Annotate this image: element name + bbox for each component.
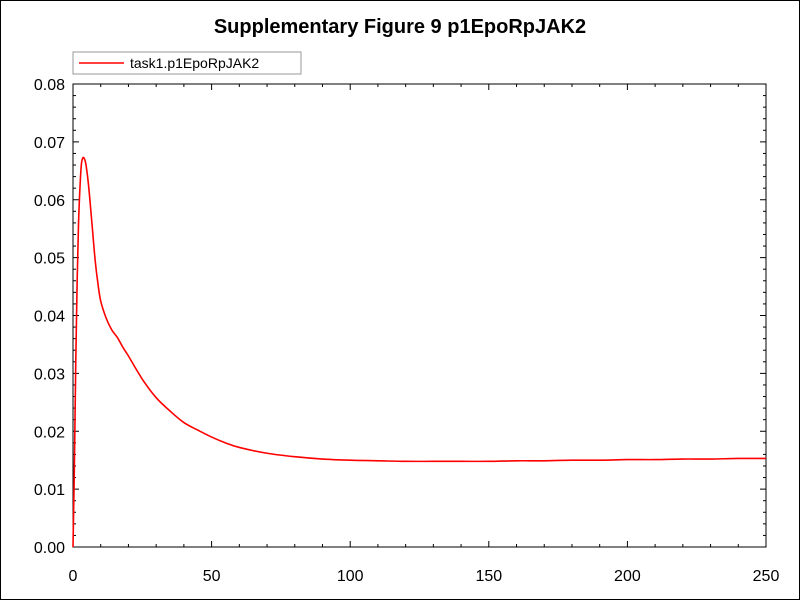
legend-box	[72, 51, 302, 75]
x-tick-label: 0	[69, 568, 78, 585]
y-tick-label: 0.02	[34, 424, 65, 441]
y-tick-label: 0.07	[34, 135, 65, 152]
axes: 0.00 0.01 0.02 0.03 0.04 0.05 0.06 0.07 0.08 0 50 1…	[34, 77, 780, 585]
legend: task1.p1EpoRpJAK2	[72, 51, 302, 75]
legend-label: task1.p1EpoRpJAK2	[130, 55, 259, 71]
y-tick-label: 0.03	[34, 366, 65, 383]
x-tick-label: 150	[475, 568, 502, 585]
x-tick-label: 250	[753, 568, 780, 585]
plot-area-border	[72, 83, 767, 548]
y-tick-label: 0.05	[34, 251, 65, 268]
x-tick-label: 200	[614, 568, 641, 585]
series-layer	[72, 156, 767, 548]
y-tick-label: 0.01	[34, 482, 65, 499]
y-tick-label: 0.00	[34, 540, 65, 557]
y-tick-label: 0.08	[34, 77, 65, 94]
chart-title: Supplementary Figure 9 p1EpoRpJAK2	[214, 16, 586, 38]
x-tick-label: 50	[203, 568, 221, 585]
y-tick-label: 0.04	[34, 309, 65, 326]
series-line	[72, 156, 767, 548]
y-tick-label: 0.06	[34, 193, 65, 210]
x-tick-label: 100	[337, 568, 364, 585]
